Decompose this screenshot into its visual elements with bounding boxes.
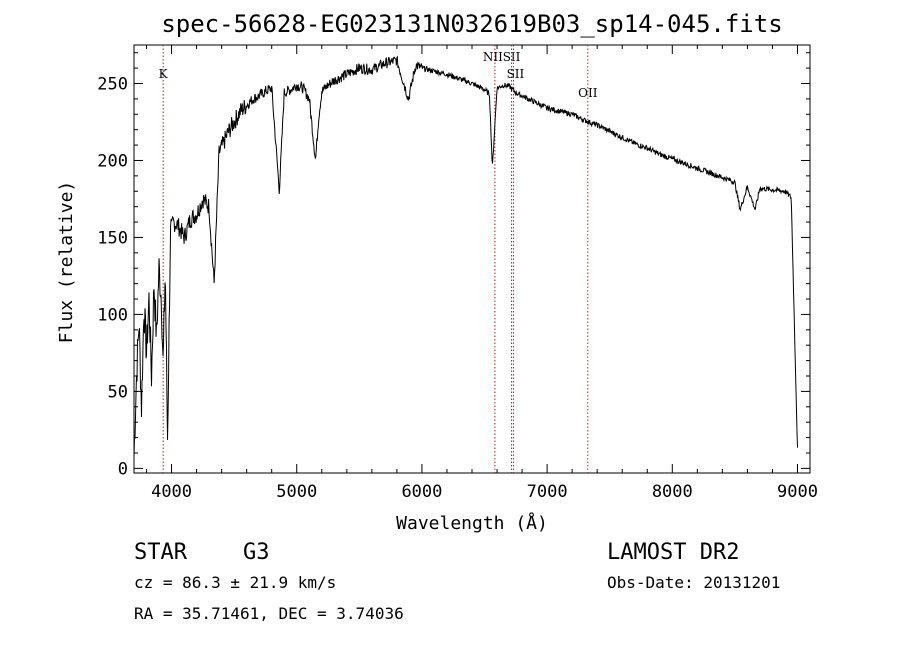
x-tick-label: 5000 — [276, 482, 317, 502]
y-tick-label: 250 — [97, 74, 128, 94]
spectrum-line — [133, 55, 798, 457]
redshift-info: cz = 86.3 ± 21.9 km/s — [134, 573, 336, 592]
line-marker-label: SII — [503, 50, 521, 64]
x-axis-label: Wavelength (Å) — [396, 512, 548, 534]
line-marker-label: SII — [507, 67, 525, 81]
survey-name: LAMOST DR2 — [607, 540, 739, 565]
x-tick-label: 4000 — [151, 482, 192, 502]
y-tick-label: 100 — [97, 305, 128, 325]
y-tick-label: 200 — [97, 151, 128, 171]
line-marker-label: K — [159, 67, 169, 81]
plot-area: 4000 5000 6000 7000 8000 9000 0 50 100 150 200 250 K… — [97, 44, 818, 502]
y-axis-label: Flux (relative) — [56, 181, 77, 344]
plot-frame — [133, 44, 811, 474]
spectral-subclass: G3 — [243, 540, 270, 565]
y-tick-label: 150 — [97, 228, 128, 248]
line-marker-label: OII — [578, 86, 598, 100]
y-tick-label: 50 — [108, 382, 128, 402]
coordinates-info: RA = 35.71461, DEC = 3.74036 — [134, 604, 404, 623]
spectral-class: STAR — [134, 540, 188, 565]
x-tick-label: 8000 — [652, 482, 693, 502]
observation-date: Obs-Date: 20131201 — [607, 573, 780, 592]
line-marker-label: NII — [483, 50, 503, 64]
chart-title: spec-56628-EG023131N032619B03_sp14-045.f… — [161, 10, 782, 38]
x-tick-label: 9000 — [777, 482, 818, 502]
x-tick-label: 6000 — [401, 482, 442, 502]
x-tick-label: 7000 — [527, 482, 568, 502]
y-tick-label: 0 — [118, 459, 128, 479]
